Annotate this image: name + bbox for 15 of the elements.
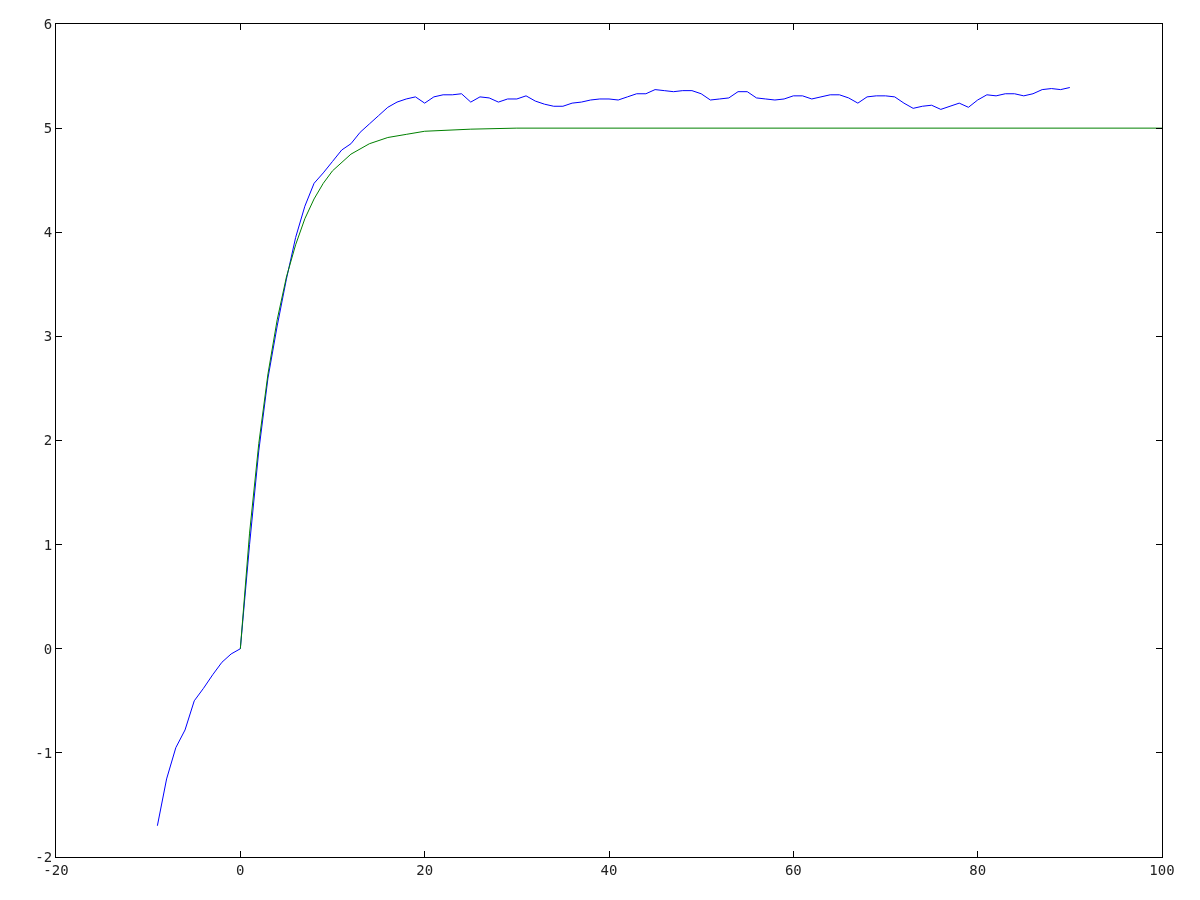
y-tick-label: 5 <box>43 120 53 137</box>
y-tick-label: 0 <box>43 640 53 657</box>
y-tick-label: 2 <box>43 432 53 449</box>
x-tick-label: 0 <box>236 861 245 878</box>
x-tick-label: 60 <box>784 861 802 878</box>
y-tick-label: 1 <box>43 536 53 553</box>
x-tick-label: 80 <box>969 861 987 878</box>
x-tick-label: 20 <box>416 861 434 878</box>
x-tick-label: 40 <box>600 861 618 878</box>
line-series <box>156 87 1071 827</box>
y-tick-label: 3 <box>43 328 53 345</box>
x-tick-label: 100 <box>1149 861 1175 878</box>
y-tick-label: 6 <box>43 15 53 32</box>
y-tick-label: 4 <box>43 224 53 241</box>
y-tick-label: -1 <box>35 744 53 761</box>
